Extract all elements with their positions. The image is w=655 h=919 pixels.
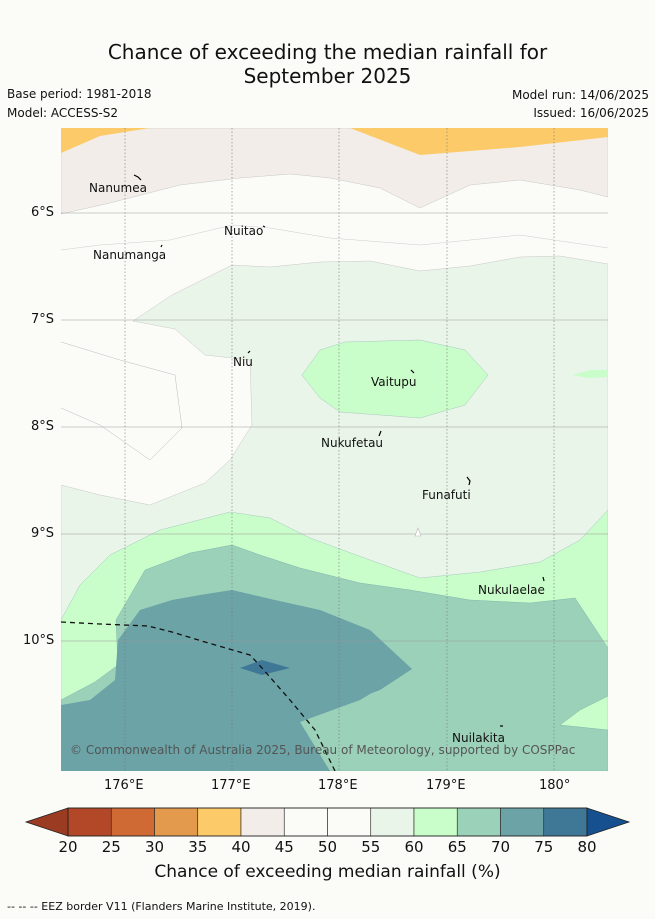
colorbar-over-arrow [586,807,631,837]
colorbar-segment [240,807,285,837]
colorbar-segment [327,807,372,837]
lat-label-8s: 8°S [31,419,55,434]
island-niu: Niu [233,355,253,369]
probability-contours [61,128,608,771]
colorbar-tick-label: 45 [274,838,294,856]
island-nuilakita: Nuilakita [452,731,505,745]
colorbar-tick-label: 75 [534,838,554,856]
colorbar-segment [456,807,501,837]
colorbar-segment [370,807,415,837]
lon-label-179e: 179°E [426,778,466,793]
lat-label-9s: 9°S [31,526,55,541]
colorbar-segment [543,807,588,837]
model-run: Model run: 14/06/2025 [511,88,649,102]
colorbar-tick-label: 60 [404,838,424,856]
colorbar-tick-label: 20 [58,838,78,856]
copyright-notice: © Commonwealth of Australia 2025, Bureau… [70,743,576,757]
island-vaitupu: Vaitupu [371,375,417,389]
colorbar-tick-label: 55 [361,838,381,856]
title-line-1: Chance of exceeding the median rainfall … [107,40,548,64]
eez-border [61,621,336,771]
island-outlines [133,174,545,727]
eez-legend-note: -- -- -- EEZ border V11 (Flanders Marine… [7,900,316,913]
model-name: Model: ACCESS-S2 [7,106,119,120]
colorbar-segment [110,807,155,837]
island-nanumea: Nanumea [89,181,147,195]
colorbar-tick-label: 40 [231,838,251,856]
colorbar-tick-label: 35 [188,838,208,856]
island-funafuti: Funafuti [422,488,471,502]
issued-date: Issued: 16/06/2025 [533,106,649,120]
colorbar-tick-label: 65 [447,838,467,856]
lat-label-7s: 7°S [31,312,55,327]
colorbar-under-arrow [24,807,69,837]
lat-label-10s: 10°S [23,633,55,648]
colorbar-tick-label: 80 [577,838,597,856]
title-line-2: September 2025 [243,64,412,88]
island-nanumanga: Nanumanga [93,248,167,262]
colorbar-segment [67,807,112,837]
lat-label-6s: 6°S [31,205,55,220]
colorbar-tick-label: 30 [144,838,165,856]
colorbar-tick-label: 70 [490,838,511,856]
colorbar-segment [413,807,458,837]
colorbar-segment [283,807,328,837]
island-nukufetau: Nukufetau [321,436,384,450]
colorbar-segment [197,807,242,837]
base-period: Base period: 1981-2018 [7,87,152,101]
island-nukulaelae: Nukulaelae [478,583,545,597]
map-title: Chance of exceeding the median rainfall … [0,40,655,88]
island-nuitao: Nuitao [224,224,264,238]
lon-label-178e: 178°E [318,778,358,793]
lon-label-177e: 177°E [211,778,251,793]
colorbar-title: Chance of exceeding median rainfall (%) [154,862,501,882]
lon-label-176e: 176°E [104,778,144,793]
colorbar-segment [154,807,199,837]
colorbar-tick-label: 25 [101,838,121,856]
lon-label-180: 180° [539,778,571,793]
colorbar-segment [500,807,545,837]
colorbar-tick-label: 50 [317,838,338,856]
